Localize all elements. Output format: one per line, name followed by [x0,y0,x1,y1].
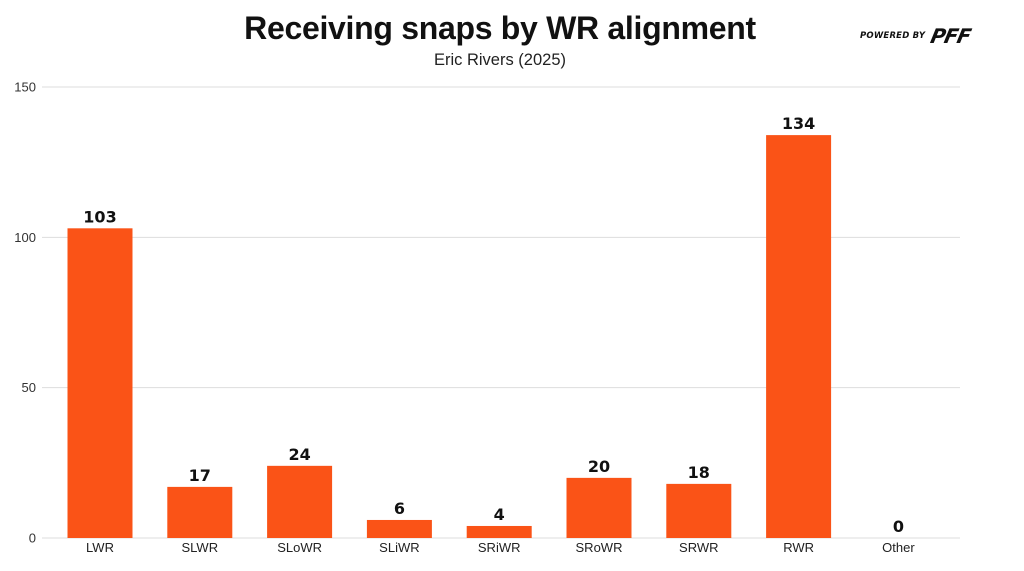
data-label-lwr: 103 [83,207,116,226]
bar-sliwr [366,519,432,538]
x-tick-label-srowr: SRoWR [576,540,623,555]
data-label-other: 0 [893,517,904,536]
x-tick-label-other: Other [882,540,915,555]
data-labels: 103 17 24 6 4 20 18 134 0 [83,114,904,536]
data-label-slowr: 24 [288,445,310,464]
x-tick-label-rwr: RWR [783,540,814,555]
data-label-srwr: 18 [688,463,710,482]
powered-by-label: POWERED BY [860,31,926,41]
data-label-rwr: 134 [782,114,815,133]
chart-subtitle: Eric Rivers (2025) [433,51,567,69]
pff-brand: POWERED BY PFF [860,24,973,48]
data-label-srowr: 20 [588,457,610,476]
x-tick-label-sriwr: SRiWR [478,540,521,555]
bar-rwr [766,135,832,538]
data-label-sriwr: 4 [494,505,505,524]
y-tick-label-50: 50 [22,380,36,395]
bar-slwr [167,486,233,538]
chart-title: Receiving snaps by WR alignment [244,10,756,46]
bar-lwr [67,228,133,538]
x-tick-label-slwr: SLWR [181,540,218,555]
y-axis-ticks: 0 50 100 150 [14,80,36,546]
bar-sriwr [466,525,532,538]
bar-slowr [267,465,333,538]
y-tick-label-0: 0 [29,531,36,546]
data-label-slwr: 17 [189,466,211,485]
bars [67,135,832,538]
x-tick-label-lwr: LWR [86,540,114,555]
bar-srwr [666,483,732,538]
y-tick-label-150: 150 [14,80,36,95]
x-tick-label-sliwr: SLiWR [379,540,419,555]
x-axis-labels: LWR SLWR SLoWR SLiWR SRiWR SRoWR SRWR RWR Other [86,540,915,555]
x-tick-label-slowr: SLoWR [277,540,322,555]
y-tick-label-100: 100 [14,230,36,245]
bar-srowr [566,477,632,538]
x-tick-label-srwr: SRWR [679,540,718,555]
data-label-sliwr: 6 [394,499,405,518]
